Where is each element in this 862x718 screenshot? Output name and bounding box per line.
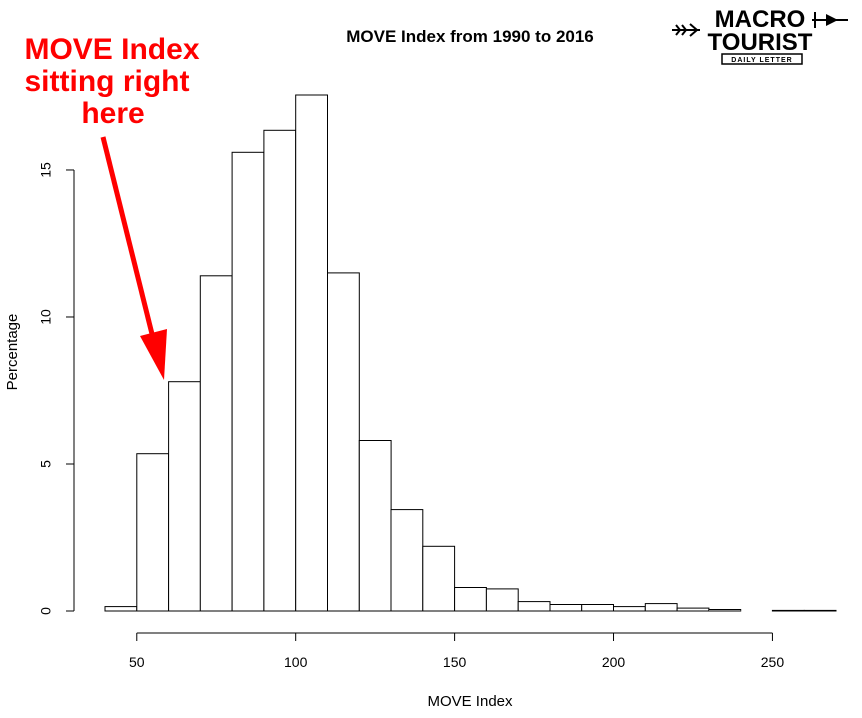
histogram-bar-1 (136, 453, 170, 612)
histogram-bars (104, 94, 837, 612)
histogram-bar-11 (454, 587, 487, 612)
logo-tagline-ribbon (721, 53, 803, 65)
histogram-bar-14 (549, 604, 583, 612)
y-axis-label: Percentage (4, 314, 21, 391)
x-tick-label-2: 150 (443, 654, 467, 670)
histogram-bar-21 (771, 609, 805, 612)
x-tick-label-1: 100 (284, 654, 308, 670)
histogram-bar-10 (422, 545, 456, 612)
annotation-arrow (100, 136, 159, 351)
x-axis-label: MOVE Index (427, 693, 513, 710)
histogram-bar-12 (485, 588, 519, 612)
histogram-bar-7 (327, 272, 360, 612)
x-axis: 50 100 150 200 250 (129, 632, 785, 670)
x-tick-label-3: 200 (602, 654, 626, 670)
logo-right-arrow-icon (812, 12, 848, 28)
histogram-bar-17 (644, 603, 678, 612)
histogram-bar-19 (708, 609, 742, 612)
histogram-bar-6 (295, 94, 329, 612)
histogram-bar-18 (676, 607, 710, 612)
histogram-bar-8 (358, 440, 392, 612)
histogram-bar-4 (231, 151, 265, 612)
histogram-bar-2 (168, 381, 201, 612)
histogram-bar-15 (581, 604, 615, 612)
histogram-bar-0 (104, 606, 138, 612)
y-tick-label-1: 5 (38, 460, 54, 468)
annotation: MOVE Index sitting right here (24, 33, 200, 380)
annotation-line-3: here (81, 97, 144, 130)
logo-line-2: TOURIST (708, 29, 813, 56)
annotation-line-2: sitting right (25, 65, 190, 98)
chart-title: MOVE Index from 1990 to 2016 (346, 27, 594, 46)
y-tick-label-2: 10 (38, 309, 54, 325)
histogram-bar-22 (803, 609, 837, 612)
histogram-bar-3 (199, 275, 233, 612)
x-tick-label-4: 250 (761, 654, 785, 670)
y-tick-label-3: 15 (38, 162, 54, 178)
macro-tourist-logo: MACRO TOURIST DAILY LETTER (672, 6, 848, 65)
logo-line-1: MACRO (715, 6, 806, 33)
x-tick-label-0: 50 (129, 654, 145, 670)
histogram-bar-16 (613, 606, 646, 612)
logo-left-arrow-icon (672, 23, 700, 37)
y-axis: 0 5 10 15 (38, 162, 75, 615)
logo-tagline: DAILY LETTER (731, 57, 792, 64)
histogram-bar-9 (390, 509, 424, 612)
histogram-bar-5 (263, 129, 297, 612)
annotation-arrowhead (140, 329, 167, 380)
annotation-line-1: MOVE Index (24, 33, 199, 66)
histogram-bar-13 (517, 601, 551, 612)
y-tick-label-0: 0 (38, 607, 54, 615)
